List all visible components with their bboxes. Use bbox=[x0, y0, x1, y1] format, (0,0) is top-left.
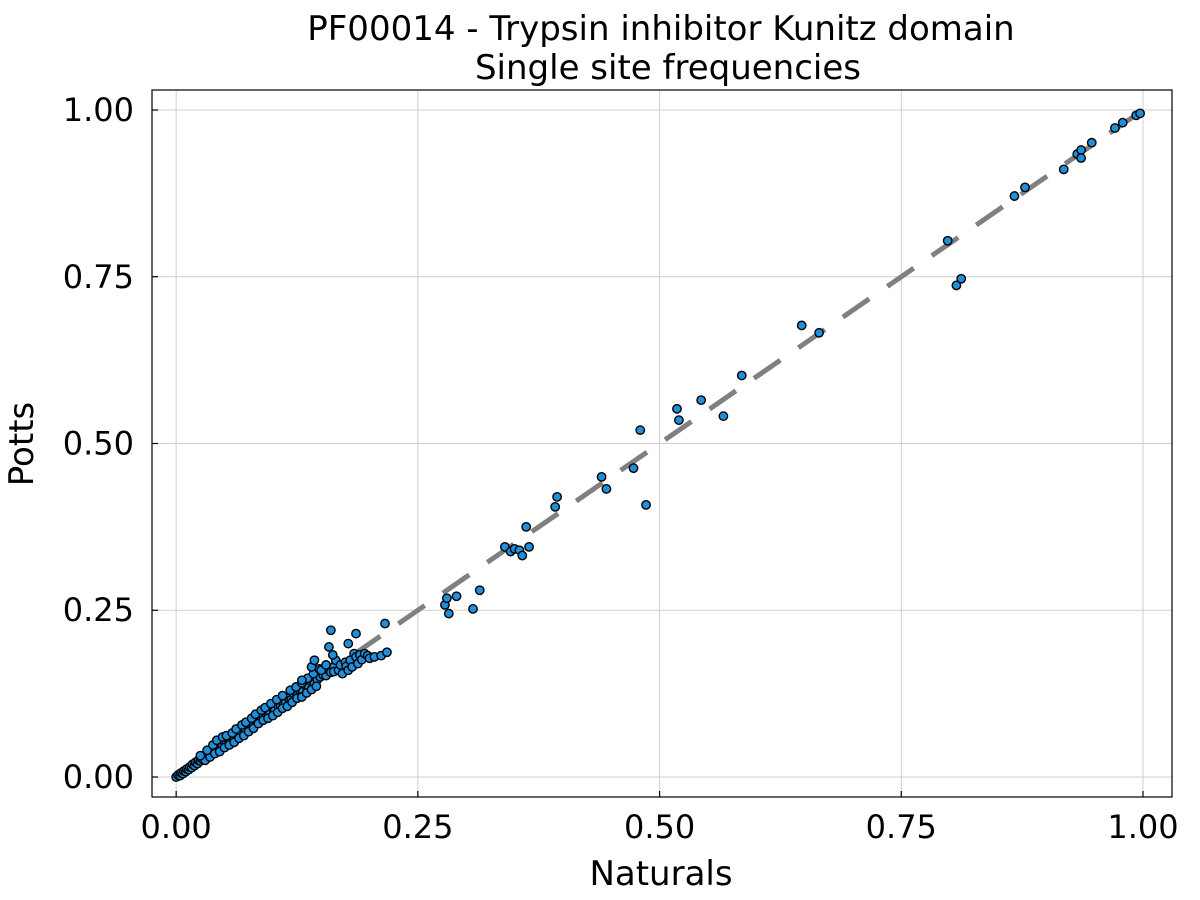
data-point-195 bbox=[1117, 117, 1128, 128]
data-point-175 bbox=[635, 425, 646, 436]
data-point-162 bbox=[474, 585, 485, 596]
data-point-170 bbox=[550, 501, 561, 512]
y-tick-label-2: 0.50 bbox=[63, 425, 134, 463]
data-point-172 bbox=[596, 471, 607, 482]
data-point-146 bbox=[380, 618, 390, 629]
data-point-191 bbox=[1076, 145, 1087, 155]
data-point-181 bbox=[736, 370, 747, 381]
data-point-156 bbox=[296, 675, 307, 686]
data-point-184 bbox=[942, 235, 953, 246]
data-point-171 bbox=[552, 491, 562, 502]
data-point-160 bbox=[451, 591, 462, 602]
data-point-186 bbox=[956, 273, 967, 284]
chart-title: PF00014 - Trypsin inhibitor Kunitz domai… bbox=[307, 9, 1014, 49]
data-point-167 bbox=[517, 550, 528, 561]
data-point-148 bbox=[309, 655, 320, 666]
data-point-197 bbox=[1135, 108, 1145, 119]
data-point-145 bbox=[382, 647, 392, 658]
data-points bbox=[171, 108, 1145, 782]
data-point-151 bbox=[343, 638, 354, 649]
data-point-174 bbox=[628, 463, 639, 474]
data-point-189 bbox=[1058, 164, 1069, 175]
data-point-153 bbox=[325, 625, 336, 636]
x-tick-label-3: 0.75 bbox=[866, 808, 937, 846]
data-point-158 bbox=[441, 593, 452, 604]
y-tick-label-0: 0.00 bbox=[63, 758, 134, 796]
data-point-176 bbox=[641, 499, 651, 510]
data-point-101 bbox=[311, 681, 322, 692]
data-point-194 bbox=[1110, 123, 1120, 133]
data-point-192 bbox=[1076, 153, 1087, 163]
x-axis-ticks: 0.00 0.25 0.50 0.75 1.00 bbox=[141, 791, 1179, 846]
y-axis-title: Potts bbox=[2, 402, 42, 486]
y-tick-label-1: 0.25 bbox=[63, 591, 134, 629]
data-point-169 bbox=[524, 541, 534, 552]
data-point-103 bbox=[202, 745, 213, 756]
data-point-185 bbox=[951, 280, 962, 291]
identity-reference-line bbox=[174, 107, 1145, 780]
data-point-161 bbox=[468, 604, 478, 614]
data-point-159 bbox=[443, 608, 454, 619]
data-point-177 bbox=[672, 403, 682, 414]
x-tick-label-0: 0.00 bbox=[141, 808, 212, 846]
data-point-118 bbox=[277, 690, 288, 701]
x-tick-label-1: 0.25 bbox=[382, 808, 453, 846]
data-point-155 bbox=[321, 660, 331, 670]
data-point-187 bbox=[1009, 191, 1020, 201]
y-tick-label-4: 1.00 bbox=[63, 91, 134, 129]
y-tick-label-3: 0.75 bbox=[63, 258, 134, 296]
data-point-180 bbox=[718, 411, 729, 422]
data-point-150 bbox=[327, 650, 338, 660]
y-axis-ticks: 0.00 0.25 0.50 0.75 1.00 bbox=[63, 91, 158, 796]
data-point-173 bbox=[601, 483, 612, 494]
reference-line-group bbox=[174, 107, 1145, 780]
grid bbox=[152, 90, 1172, 797]
data-point-193 bbox=[1086, 137, 1097, 148]
x-axis-title: Naturals bbox=[589, 854, 732, 894]
x-tick-label-2: 0.50 bbox=[624, 808, 695, 846]
chart-subtitle: Single site frequencies bbox=[475, 48, 861, 88]
data-point-183 bbox=[814, 327, 825, 338]
data-point-188 bbox=[1020, 182, 1030, 193]
data-point-102 bbox=[195, 750, 206, 761]
data-point-168 bbox=[521, 521, 532, 532]
x-tick-label-4: 1.00 bbox=[1107, 808, 1178, 846]
data-point-149 bbox=[324, 642, 334, 652]
data-point-179 bbox=[696, 395, 707, 406]
data-point-182 bbox=[796, 320, 807, 331]
data-point-152 bbox=[351, 628, 361, 639]
data-point-178 bbox=[674, 415, 684, 426]
